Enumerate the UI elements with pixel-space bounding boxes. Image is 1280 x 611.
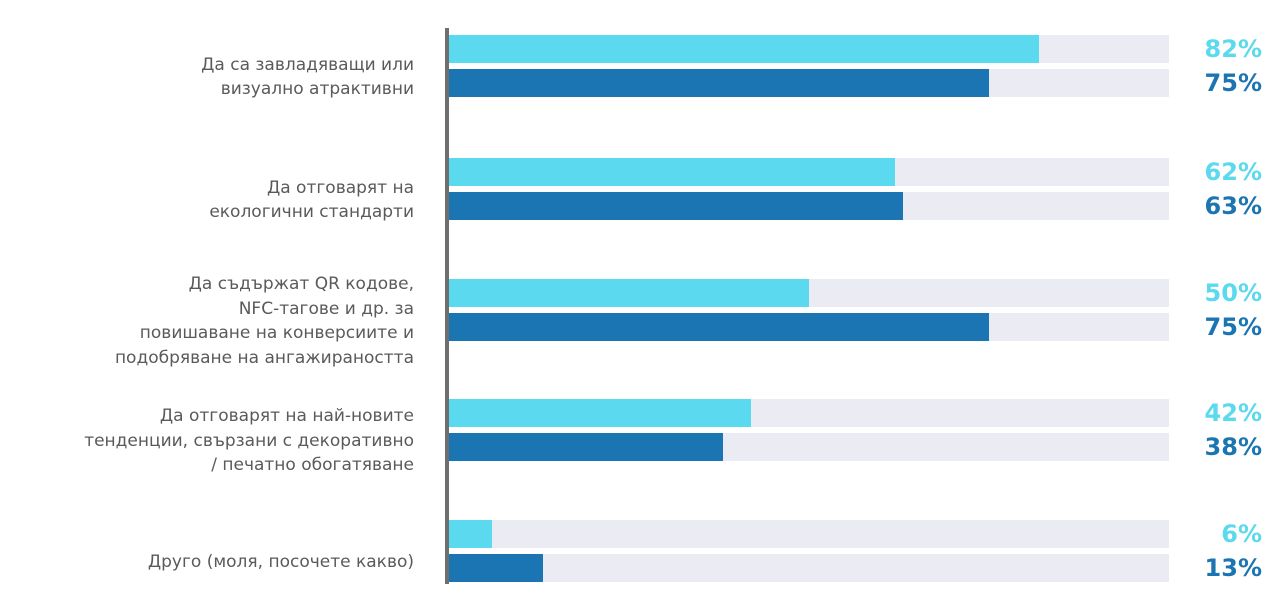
category-label: Да съдържат QR кодове, NFC-тагове и др. … [114,274,414,368]
value-label: 82% [1204,35,1262,63]
bar-series-2 [449,192,903,220]
category-label: Да отговарят на най-новите тенденции, св… [84,406,414,476]
bar-track [449,520,1169,548]
category-axis-line [445,28,449,584]
bar-series-2 [449,69,989,97]
bar-series-1 [449,279,809,307]
category-label: Да отговарят на екологични стандарти [209,177,414,223]
bar-track [449,554,1169,582]
category-label: Друго (моля, посочете какво) [147,551,414,572]
bar-series-2 [449,433,723,461]
value-label: 75% [1204,313,1262,341]
bar-series-2 [449,313,989,341]
bar-series-1 [449,158,896,186]
bar-series-1 [449,35,1040,63]
value-label: 42% [1204,399,1262,427]
bar-series-1 [449,399,752,427]
value-label: 50% [1204,279,1262,307]
value-label: 6% [1221,520,1262,548]
value-label: 63% [1204,192,1262,220]
value-label: 38% [1204,433,1262,461]
bar-series-2 [449,554,543,582]
value-label: 75% [1204,69,1262,97]
value-label: 62% [1204,158,1262,186]
bar-series-1 [449,520,493,548]
category-label: Да са завладяващи или визуално атрактивн… [201,54,414,100]
value-label: 13% [1204,554,1262,582]
